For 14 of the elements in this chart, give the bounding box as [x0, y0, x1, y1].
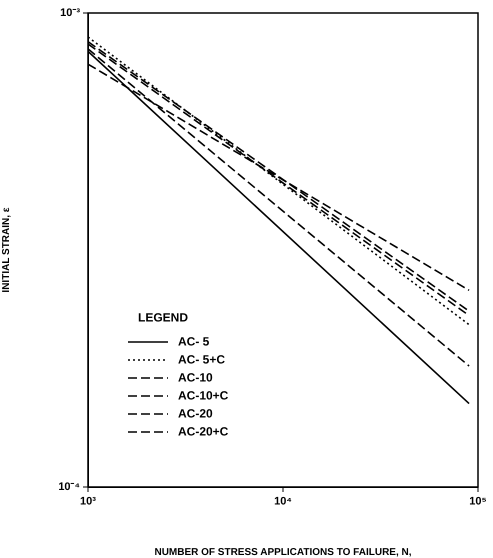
y-tick-label: 10⁻⁴ [58, 481, 80, 494]
x-tick-label: 10⁴ [274, 496, 292, 508]
legend-label: AC-20+C [178, 424, 229, 438]
legend-label: AC-10+C [178, 388, 229, 402]
legend-label: AC- 5 [178, 334, 210, 348]
legend-label: AC-20 [178, 406, 213, 420]
x-tick-label: 10³ [80, 496, 96, 508]
y-tick-label: 10⁻³ [60, 7, 80, 20]
x-axis-title: NUMBER OF STRESS APPLICATIONS TO FAILURE, N, [154, 546, 412, 558]
legend-label: AC- 5+C [178, 352, 226, 366]
legend-title: LEGEND [138, 310, 188, 324]
legend-label: AC-10 [178, 370, 213, 384]
y-axis-title: INITIAL STRAIN, ε [0, 207, 12, 293]
x-tick-label: 10⁵ [469, 496, 487, 508]
